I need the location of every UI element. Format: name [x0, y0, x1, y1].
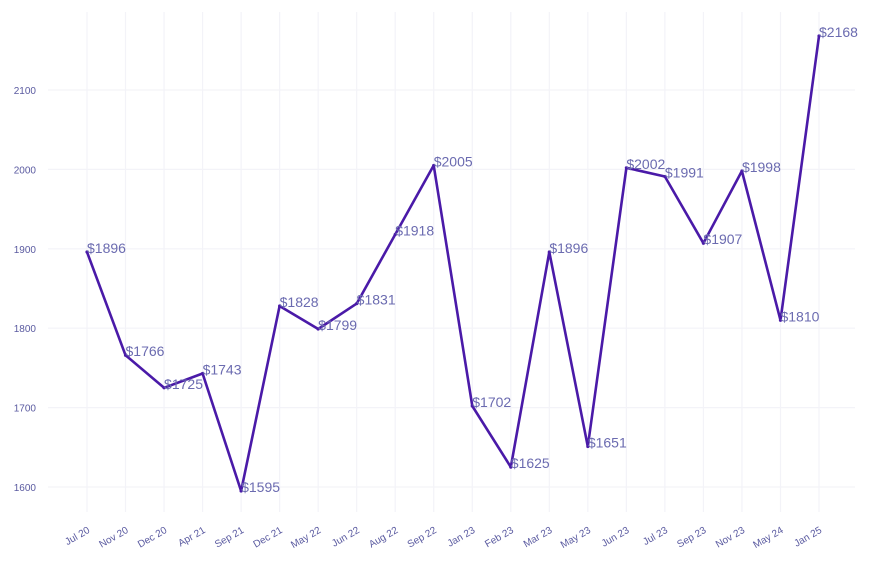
y-tick-label: 1900: [14, 245, 37, 256]
data-label: $1625: [511, 455, 550, 471]
data-point: [85, 250, 89, 254]
data-point: [393, 232, 397, 237]
data-label: $2002: [626, 156, 665, 172]
x-tick-label: Aug 22: [367, 525, 400, 551]
data-label: $1896: [549, 240, 588, 256]
y-tick-label: 2100: [14, 86, 37, 97]
data-point: [432, 163, 436, 168]
data-label: $2168: [819, 24, 858, 40]
data-point: [701, 241, 706, 245]
x-tick-label: May 22: [289, 525, 323, 551]
x-tick-label: Sep 22: [406, 525, 439, 551]
x-tick-label: Jul 20: [63, 525, 92, 548]
data-point: [470, 404, 474, 408]
y-tick-label: 1800: [14, 324, 37, 335]
grid: [48, 12, 855, 512]
x-tick-label: Nov 23: [714, 525, 747, 551]
data-label: $1702: [472, 394, 511, 410]
data-label: $1799: [318, 317, 357, 333]
data-point: [162, 386, 166, 390]
data-point: [547, 250, 551, 254]
x-tick-label: Feb 23: [483, 525, 516, 550]
x-tick-label: Sep 23: [675, 525, 708, 551]
data-label: $1907: [703, 231, 742, 247]
data-point: [663, 174, 667, 179]
data-label: $1998: [742, 159, 781, 175]
data-point: [817, 34, 821, 38]
x-tick-label: Apr 21: [177, 525, 208, 549]
data-point: [239, 489, 243, 493]
data-label: $1743: [203, 361, 242, 377]
data-point: [778, 318, 783, 322]
data-point: [123, 353, 128, 357]
data-label: $1651: [588, 435, 627, 451]
data-point: [200, 371, 205, 376]
x-tick-label: Jan 23: [446, 525, 478, 550]
data-label: $1991: [665, 165, 704, 181]
x-tick-label: May 24: [752, 525, 786, 551]
data-point: [355, 301, 359, 306]
x-tick-label: Dec 21: [252, 525, 285, 551]
x-tick-label: Nov 20: [98, 525, 131, 551]
data-label: $1918: [395, 223, 434, 239]
data-point: [278, 304, 282, 308]
data-point: [509, 465, 513, 469]
series-group: [85, 34, 821, 493]
y-tick-label: 1700: [14, 404, 37, 415]
x-tick-label: Jun 22: [330, 525, 362, 550]
x-axis: Jul 20 Nov 20 Dec 20 Apr 21 Sep 21 Dec 21 May …: [63, 525, 824, 551]
x-tick-label: Jun 23: [600, 525, 632, 550]
data-label: $1810: [780, 308, 819, 324]
series-line: [85, 34, 821, 493]
y-tick-label: 2000: [14, 165, 37, 176]
data-label: $1766: [126, 343, 165, 359]
x-tick-label: Dec 20: [136, 525, 169, 551]
data-label: $2005: [434, 153, 473, 169]
data-point: [316, 327, 320, 331]
x-tick-label: Jul 23: [641, 525, 670, 548]
data-label: $1595: [241, 479, 280, 495]
x-tick-label: Jan 25: [792, 525, 824, 550]
x-tick-label: May 23: [559, 525, 593, 551]
data-labels: $1896 $1766 $1725$1743 $1595 $1828 $1799$1831…: [87, 24, 858, 495]
data-point: [624, 166, 628, 170]
data-label: $1725: [164, 376, 203, 392]
data-label: $1896: [87, 240, 126, 256]
data-point: [586, 444, 590, 449]
y-tick-label: 1600: [14, 483, 37, 494]
data-point: [740, 169, 744, 173]
x-tick-label: Sep 21: [213, 525, 246, 551]
y-axis: 1600 1700 1800 1900 2000 2100: [14, 86, 37, 494]
data-label: $1831: [357, 292, 396, 308]
data-label: $1828: [280, 294, 319, 310]
x-tick-label: Mar 23: [522, 525, 555, 550]
